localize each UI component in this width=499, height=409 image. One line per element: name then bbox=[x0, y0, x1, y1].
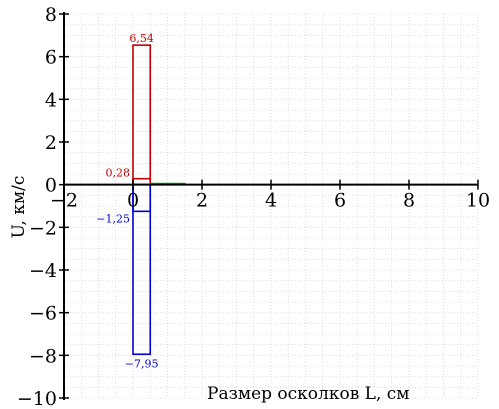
bar bbox=[132, 44, 152, 186]
y-axis-title: U, км/с bbox=[9, 176, 29, 239]
y-tick-label: 8 bbox=[45, 4, 57, 26]
y-tick-label: −8 bbox=[29, 345, 57, 367]
x-tick-label: 0 bbox=[127, 190, 139, 212]
y-tick-label: −10 bbox=[17, 388, 57, 409]
y-tick-label: −6 bbox=[29, 303, 57, 325]
x-tick-label: 4 bbox=[265, 190, 277, 212]
y-tick-label: 4 bbox=[45, 89, 57, 111]
x-tick-label: 2 bbox=[196, 190, 208, 212]
data-label: 0,28 bbox=[106, 167, 131, 180]
y-tick-label: 0 bbox=[45, 175, 57, 197]
data-label: −7,95 bbox=[125, 357, 159, 370]
x-tick-label: −2 bbox=[50, 190, 78, 212]
x-tick-label: 8 bbox=[403, 190, 415, 212]
bars bbox=[132, 44, 186, 356]
y-tick-label: −2 bbox=[29, 217, 57, 239]
data-label: −1,25 bbox=[96, 212, 130, 225]
y-tick-label: −4 bbox=[29, 260, 57, 282]
x-tick-label: 6 bbox=[334, 190, 346, 212]
x-axis-title: Размер осколков L, см bbox=[207, 384, 410, 404]
y-tick-label: 2 bbox=[45, 132, 57, 154]
y-tick-label: 6 bbox=[45, 47, 57, 69]
x-tick-label: 10 bbox=[466, 190, 490, 212]
data-labels: 6,54 0,28 −7,95 −1,25 bbox=[96, 32, 158, 370]
data-label: 6,54 bbox=[129, 32, 154, 45]
